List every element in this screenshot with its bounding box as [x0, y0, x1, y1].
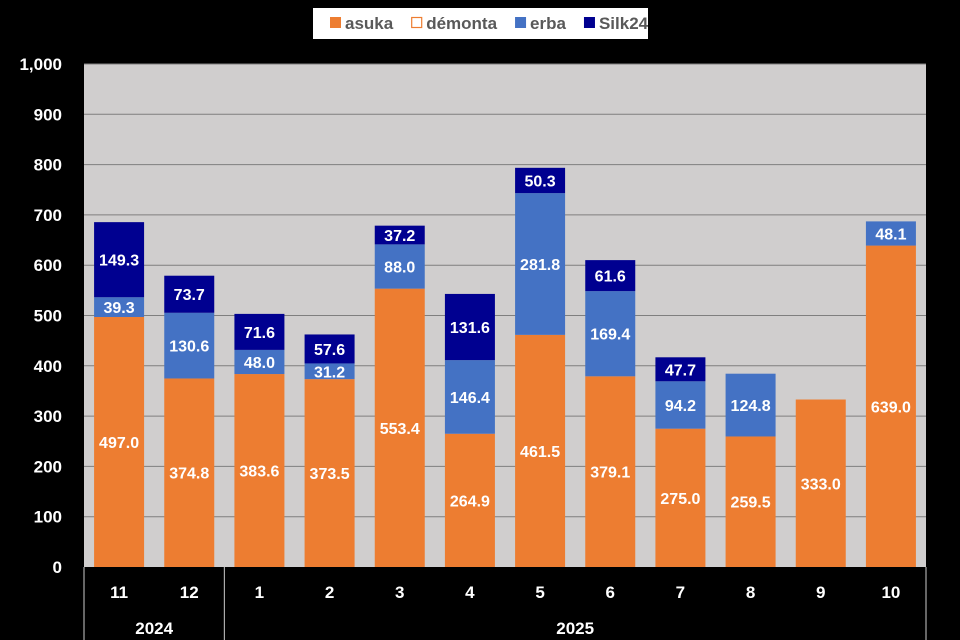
data-label-asuka: 374.8: [169, 466, 209, 483]
data-label-erba: 48.0: [244, 355, 275, 372]
x-group-label: 2024: [135, 619, 173, 638]
bar-erba: [725, 373, 776, 437]
data-label-Silk24: 71.6: [244, 325, 275, 342]
y-tick-label: 200: [34, 457, 62, 476]
x-tick-label: 8: [746, 583, 755, 602]
data-label-asuka: 553.4: [380, 421, 420, 438]
data-label-erba: 146.4: [450, 390, 490, 407]
data-label-erba: 39.3: [104, 300, 135, 317]
x-tick-label: 11: [110, 583, 128, 602]
data-label-erba: 88.0: [384, 260, 415, 277]
bar-erba: [865, 221, 916, 246]
bar-erba: [515, 193, 566, 335]
y-tick-label: 500: [34, 307, 62, 326]
bar-Silk24: [515, 167, 566, 194]
legend-swatch-Silk24: [583, 17, 595, 28]
legend-label-asuka: asuka: [345, 14, 394, 33]
legend-swatch-erba: [515, 17, 527, 28]
data-label-erba: 124.8: [731, 398, 771, 415]
x-tick-label: 4: [465, 583, 475, 602]
data-label-erba: 169.4: [590, 327, 630, 344]
data-label-Silk24: 131.6: [450, 320, 490, 337]
x-tick-label: 2: [325, 583, 334, 602]
bar-asuka: [444, 433, 495, 567]
bar-Silk24: [164, 275, 215, 313]
data-label-Silk24: 47.7: [665, 362, 696, 379]
bar-erba: [655, 381, 706, 429]
data-label-Silk24: 37.2: [384, 228, 415, 245]
legend-swatch-démonta: [411, 16, 423, 29]
bar-Silk24: [94, 222, 145, 298]
bar-erba: [444, 360, 495, 434]
data-label-asuka: 333.0: [801, 476, 841, 493]
bar-Silk24: [234, 313, 285, 350]
x-tick-label: 1: [255, 583, 264, 602]
x-tick-label: 10: [881, 583, 900, 602]
x-tick-label: 3: [395, 583, 404, 602]
legend-label-Silk24: Silk24: [599, 14, 649, 33]
bar-Silk24: [585, 260, 636, 292]
bar-erba: [374, 244, 425, 289]
data-label-erba: 48.1: [875, 226, 906, 243]
x-tick-label: 6: [606, 583, 615, 602]
y-tick-label: 800: [34, 156, 62, 175]
data-label-asuka: 264.9: [450, 493, 490, 510]
y-tick-label: 700: [34, 206, 62, 225]
y-tick-label: 1,000: [19, 55, 62, 74]
y-tick-label: 100: [34, 508, 62, 527]
y-tick-label: 600: [34, 256, 62, 275]
data-label-asuka: 497.0: [99, 435, 139, 452]
bar-Silk24: [374, 225, 425, 245]
data-label-Silk24: 50.3: [525, 173, 556, 190]
bar-asuka: [655, 428, 706, 567]
data-label-asuka: 383.6: [239, 464, 279, 481]
legend-label-démonta: démonta: [426, 14, 497, 33]
data-label-erba: 281.8: [520, 257, 560, 274]
data-label-Silk24: 73.7: [174, 287, 205, 304]
x-tick-label: 9: [816, 583, 825, 602]
x-group-label: 2025: [556, 619, 594, 638]
bar-Silk24: [304, 334, 355, 364]
bar-Silk24: [655, 357, 706, 382]
legend-swatch-asuka: [330, 17, 341, 28]
bar-erba: [94, 297, 145, 318]
bar-asuka: [94, 317, 145, 567]
bar-asuka: [725, 436, 776, 567]
data-label-asuka: 379.1: [590, 465, 630, 482]
data-label-erba: 130.6: [169, 339, 209, 356]
data-label-asuka: 275.0: [660, 491, 700, 508]
data-label-Silk24: 149.3: [99, 253, 139, 270]
y-tick-label: 0: [53, 558, 62, 577]
y-tick-label: 300: [34, 407, 62, 426]
bar-erba: [304, 363, 355, 380]
x-tick-label: 5: [535, 583, 544, 602]
y-tick-label: 400: [34, 357, 62, 376]
bar-asuka: [515, 334, 566, 567]
x-tick-label: 7: [676, 583, 685, 602]
x-tick-label: 12: [180, 583, 199, 602]
data-label-asuka: 259.5: [731, 495, 771, 512]
bar-asuka: [865, 245, 916, 567]
data-label-asuka: 639.0: [871, 399, 911, 416]
data-label-Silk24: 61.6: [595, 269, 626, 286]
bar-asuka: [304, 379, 355, 567]
data-label-erba: 94.2: [665, 398, 696, 415]
data-label-Silk24: 57.6: [314, 342, 345, 359]
bar-erba: [234, 349, 285, 375]
bar-erba: [585, 291, 636, 377]
bar-Silk24: [444, 293, 495, 361]
data-label-asuka: 461.5: [520, 444, 560, 461]
bar-asuka: [585, 376, 636, 567]
bar-asuka: [374, 288, 425, 567]
bar-asuka: [795, 399, 846, 567]
bar-erba: [164, 312, 215, 379]
bar-asuka: [164, 378, 215, 567]
data-label-asuka: 373.5: [310, 466, 350, 483]
bar-asuka: [234, 374, 285, 567]
data-label-erba: 31.2: [314, 364, 345, 381]
y-tick-label: 900: [34, 105, 62, 124]
legend-label-erba: erba: [530, 14, 566, 33]
